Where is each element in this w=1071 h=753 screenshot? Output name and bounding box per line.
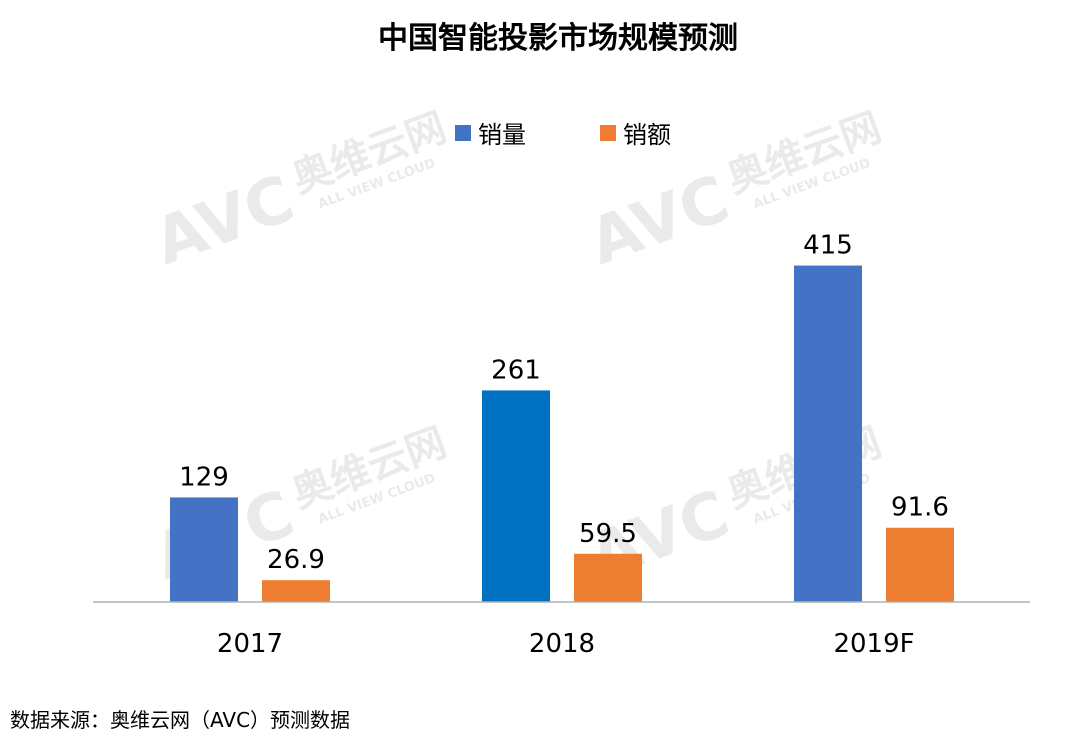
value-label-sales-value-2018: 59.5 (579, 519, 637, 549)
legend-swatch-sales-value (600, 125, 616, 141)
value-labels-group: 129 26.9 261 59.5 415 91.6 (179, 231, 949, 576)
legend: 销量 销额 (455, 121, 671, 149)
bar-sales-value-2019f (886, 527, 954, 602)
bar-sales-value-2017 (262, 580, 330, 602)
svg-text:AVC: AVC (580, 162, 738, 280)
bar-sales-volume-2019f (794, 265, 862, 602)
legend-swatch-sales-volume (455, 125, 471, 141)
value-label-sales-volume-2017: 129 (179, 462, 229, 492)
x-tick-label-2019f: 2019F (833, 629, 914, 659)
svg-text:AVC: AVC (145, 162, 303, 280)
x-tick-labels: 2017 2018 2019F (217, 629, 915, 659)
bar-sales-value-2018 (574, 553, 642, 602)
value-label-sales-value-2019f: 91.6 (891, 493, 949, 523)
legend-label-sales-volume: 销量 (478, 121, 526, 149)
value-label-sales-volume-2018: 261 (491, 355, 541, 385)
legend-label-sales-value: 销额 (623, 121, 671, 149)
value-label-sales-volume-2019f: 415 (803, 231, 853, 261)
x-tick-label-2017: 2017 (217, 629, 283, 659)
bar-sales-volume-2018 (482, 390, 550, 602)
x-tick-label-2018: 2018 (529, 629, 595, 659)
source-note: 数据来源：奥维云网（AVC）预测数据 (10, 708, 350, 732)
bar-sales-volume-2017 (170, 497, 238, 602)
value-label-sales-value-2017: 26.9 (267, 545, 325, 575)
bars-group (170, 265, 954, 602)
chart-title: 中国智能投影市场规模预测 (378, 21, 738, 56)
